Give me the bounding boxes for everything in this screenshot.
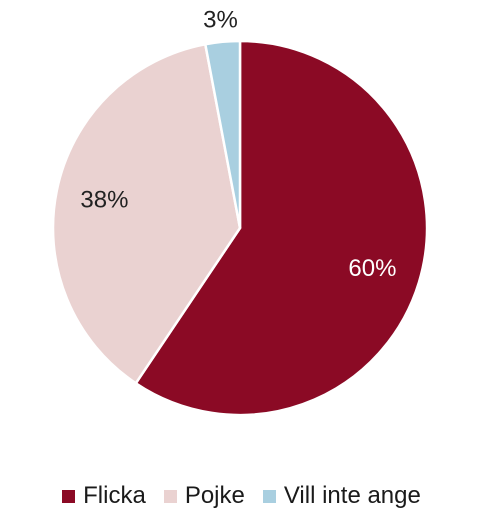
data-label-flicka: 60% [348, 255, 396, 282]
data-label-vill-inte-ange: 3% [203, 6, 238, 33]
legend-swatch-vill-inte-ange [262, 489, 276, 503]
legend-item-pojke: Pojke [163, 482, 245, 510]
legend-item-vill-inte-ange: Vill inte ange [262, 482, 421, 510]
legend-item-flicka: Flicka [62, 482, 146, 510]
legend-swatch-pojke [163, 489, 177, 503]
legend-label-vill-inte-ange: Vill inte ange [283, 482, 421, 509]
legend-swatch-flicka [62, 489, 76, 503]
pie-data-labels: 60% 38% 3% [80, 6, 396, 281]
pie-slice-flicka [134, 39, 429, 417]
pie-slice-vill-inte-ange [204, 39, 242, 230]
legend-label-flicka: Flicka [83, 482, 146, 509]
pie-slice-pojke [51, 43, 242, 385]
data-label-pojke: 38% [80, 187, 128, 214]
legend: Flicka Pojke Vill inte ange [0, 482, 483, 510]
pie-slices [51, 39, 429, 417]
legend-label-pojke: Pojke [184, 482, 245, 509]
